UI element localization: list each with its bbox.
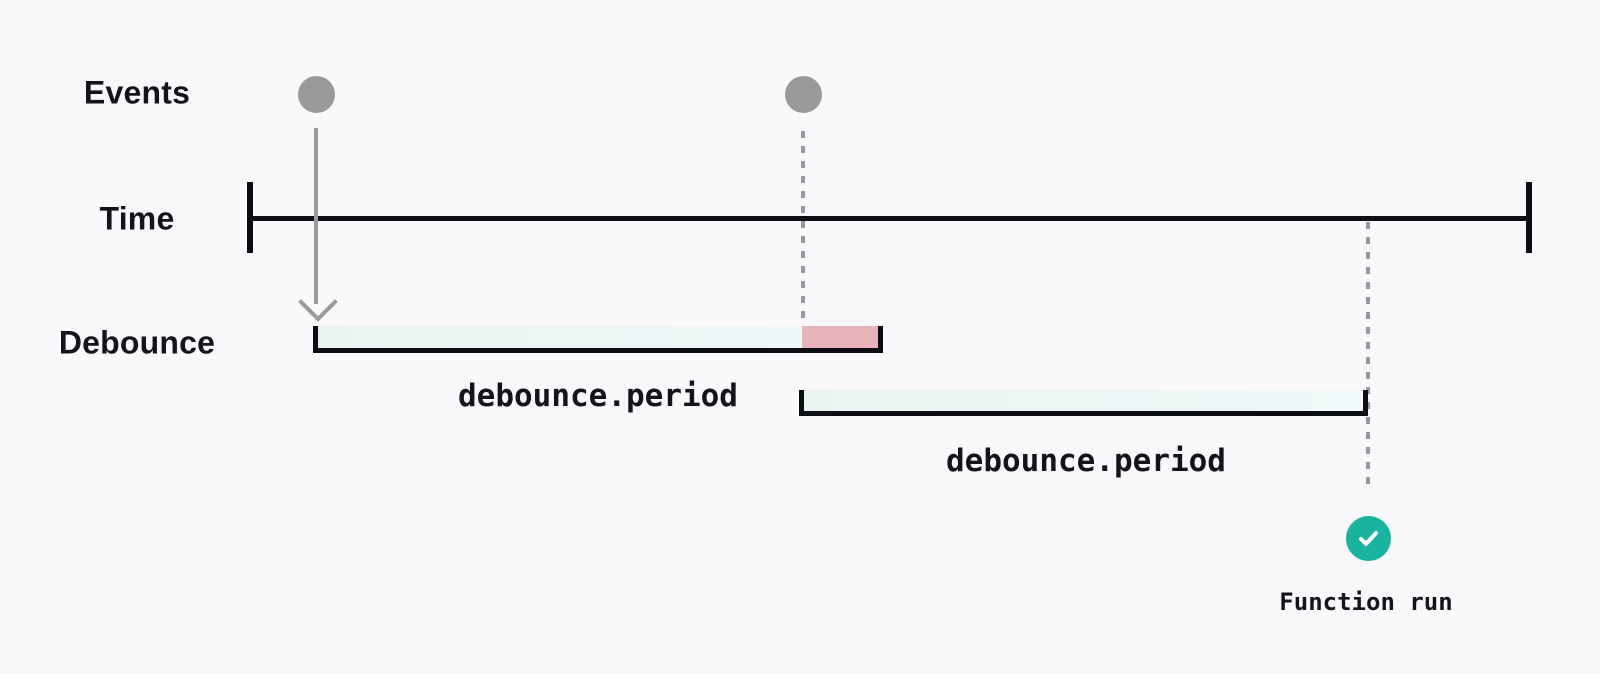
function-run-badge <box>1346 516 1391 561</box>
time-axis-line <box>250 216 1529 221</box>
period-label-2: debounce.period <box>946 443 1226 479</box>
period-label-1: debounce.period <box>458 378 738 414</box>
event1-arrow-line <box>314 128 318 304</box>
row-label-debounce: Debounce <box>58 324 216 361</box>
event-dot-1 <box>298 76 335 113</box>
cancelled-period-segment <box>802 326 878 348</box>
debounce-period-bar-1 <box>313 326 883 353</box>
event2-dashed-guide-line <box>801 131 805 327</box>
debounce-period-bar-2 <box>799 390 1368 416</box>
function-run-label: Function run <box>1279 588 1453 616</box>
row-label-time: Time <box>99 200 175 237</box>
time-axis-end-tick <box>1526 182 1532 253</box>
check-icon <box>1359 531 1378 546</box>
row-label-events: Events <box>83 74 191 111</box>
event-dot-2 <box>785 76 822 113</box>
arrow-down-icon <box>298 282 338 322</box>
time-axis-start-tick <box>247 182 253 253</box>
function-run-dashed-guide-line <box>1366 222 1370 489</box>
